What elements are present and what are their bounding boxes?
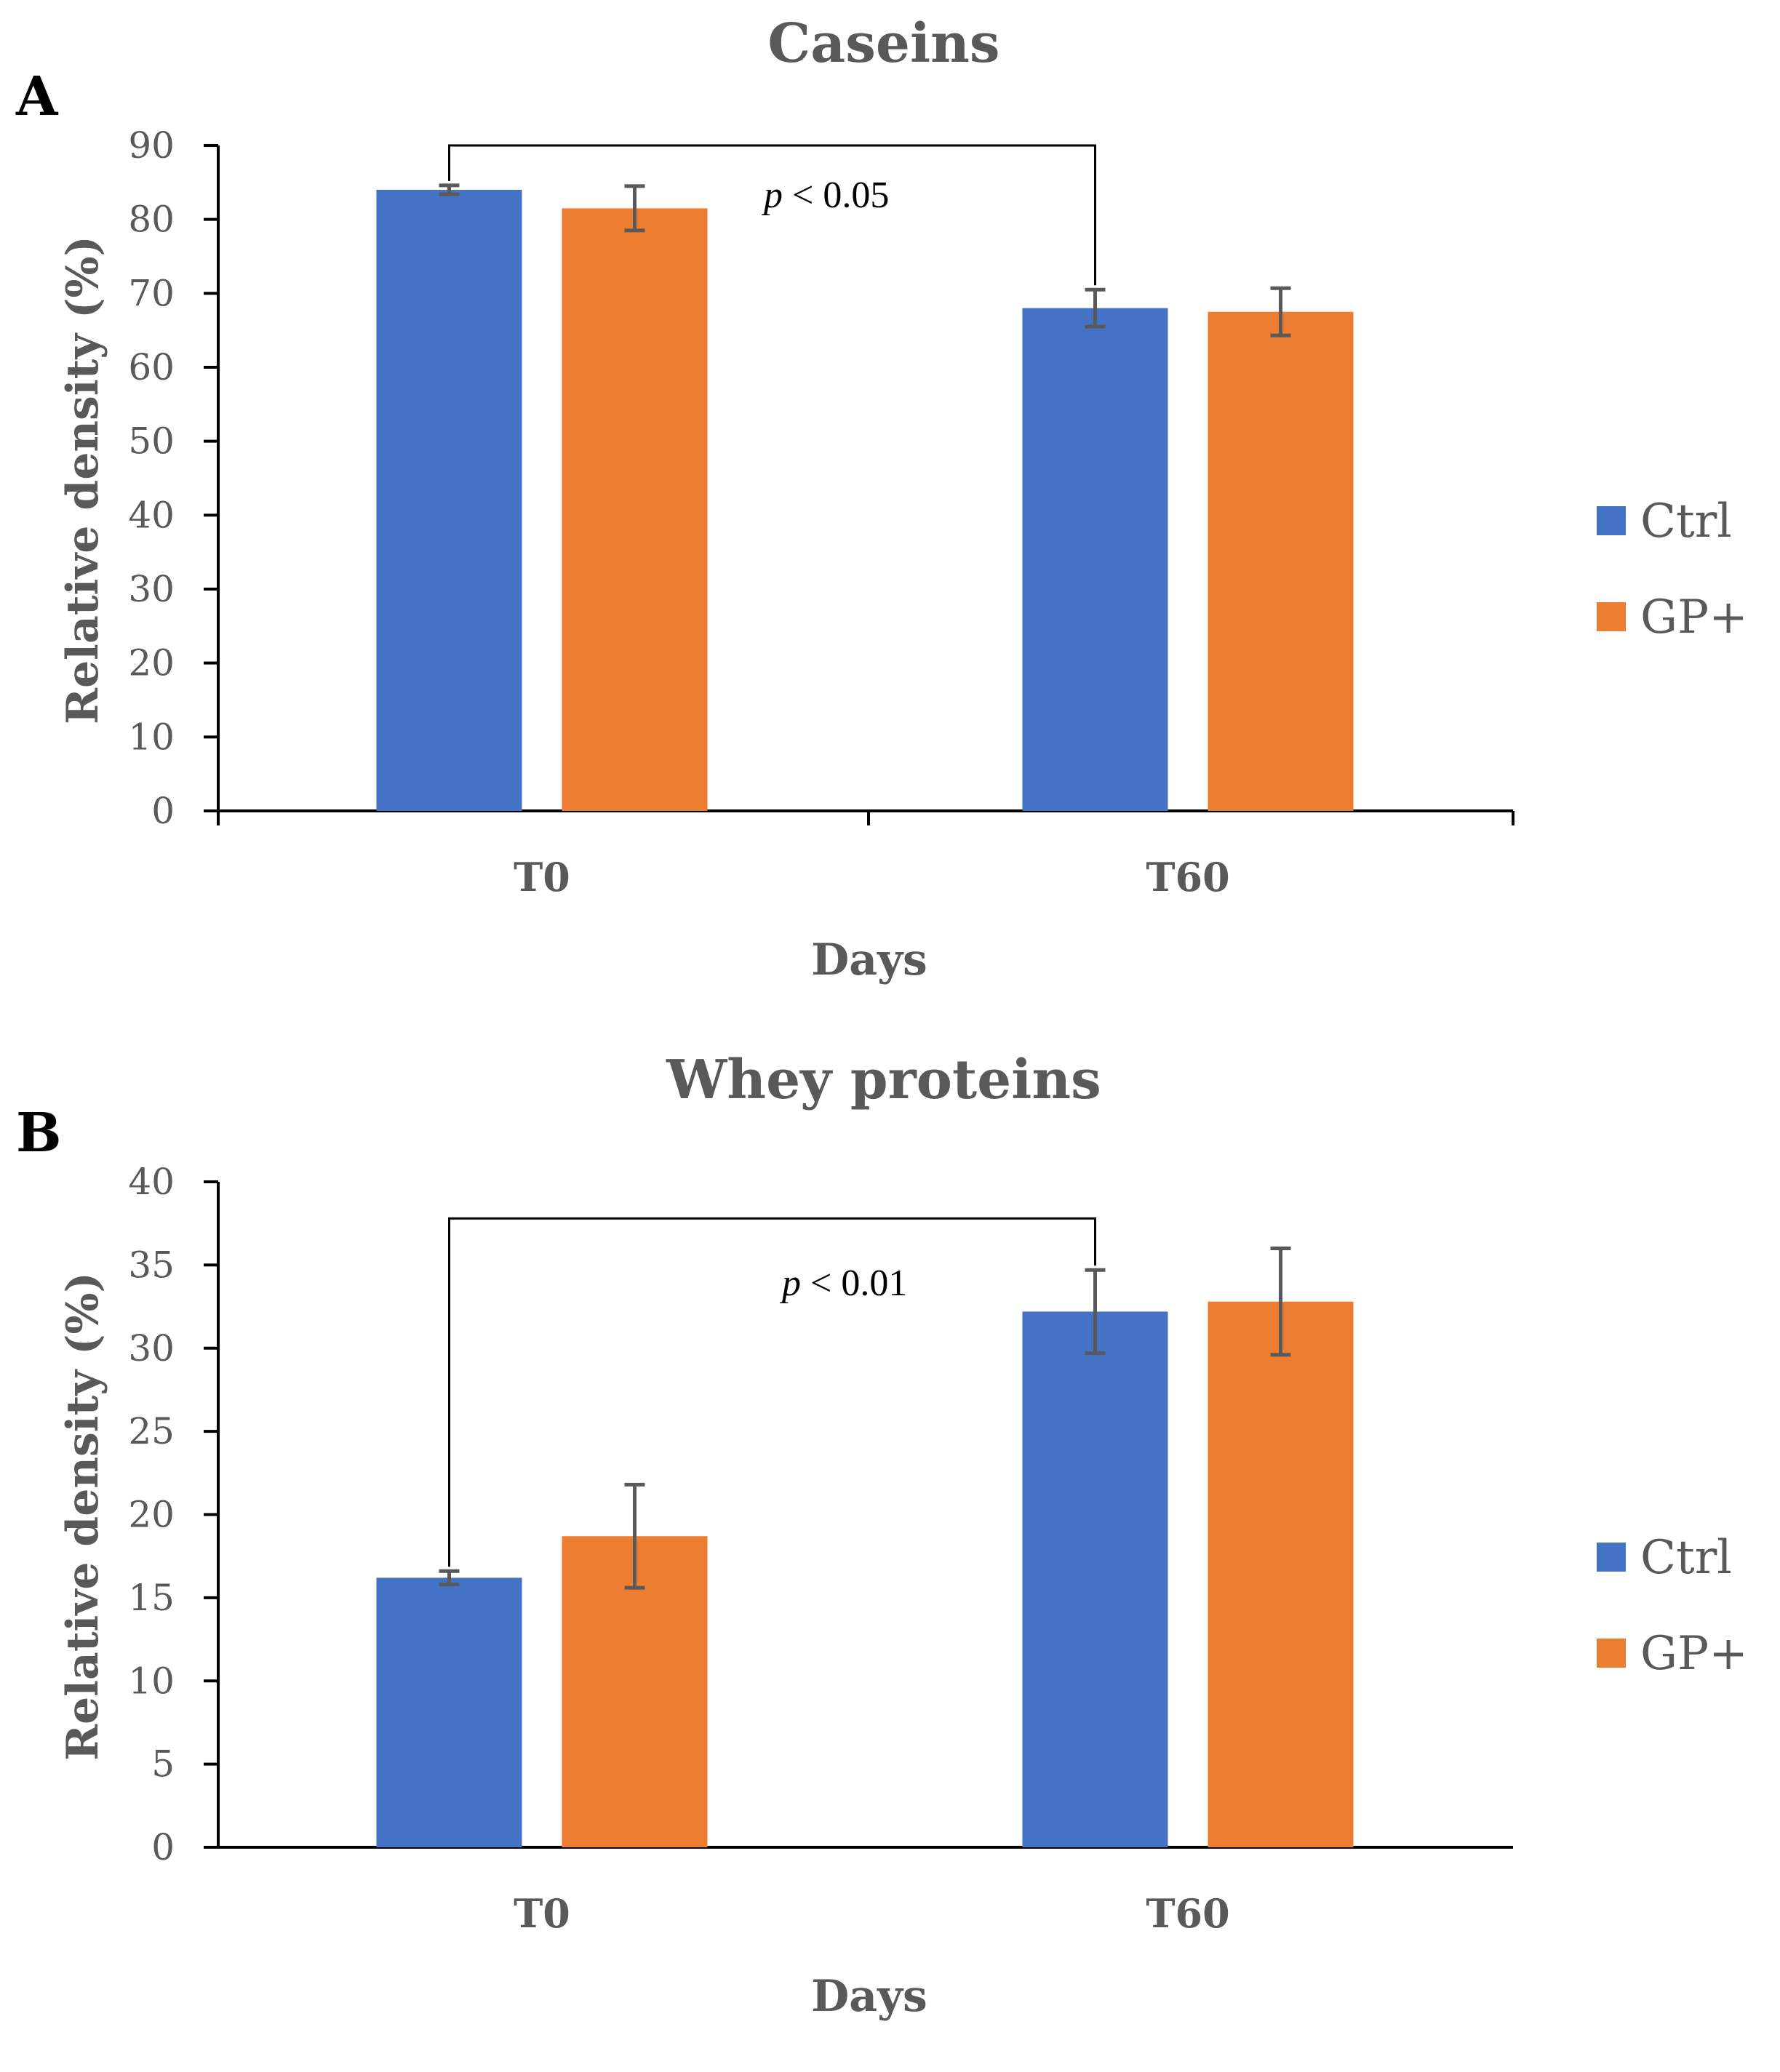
legend-swatch — [1597, 506, 1626, 535]
legend-label: GP+ — [1640, 591, 1748, 644]
p-symbol: p — [779, 1263, 801, 1304]
significance-label: p < 0.01 — [779, 1263, 907, 1304]
y-tick-label: 10 — [128, 1660, 175, 1702]
legend-swatch — [1597, 602, 1626, 631]
x-category-label: T60 — [1146, 1890, 1229, 1937]
chart-whey-proteins: B Whey proteins 0 5 10 15 20 25 30 35 40 Relative d… — [16, 1049, 1748, 2022]
y-tick-label: 80 — [128, 199, 175, 241]
y-tick-label: 20 — [128, 642, 175, 684]
y-tick-label: 90 — [128, 124, 175, 167]
bar — [1208, 311, 1354, 811]
y-tick-label: 70 — [128, 272, 175, 314]
y-axis-title: Relative density (%) — [57, 236, 108, 724]
p-value-text: < 0.05 — [783, 175, 889, 216]
bar — [376, 190, 522, 811]
y-tick-label: 5 — [151, 1743, 175, 1785]
bar — [376, 1577, 522, 1847]
y-tick-label: 30 — [128, 1327, 175, 1369]
bar — [1208, 1301, 1354, 1847]
panel-letter: A — [15, 65, 59, 128]
y-tick-label: 50 — [128, 420, 175, 463]
legend-swatch — [1597, 1639, 1626, 1668]
bar — [1022, 1311, 1168, 1847]
legend-label: GP+ — [1640, 1627, 1748, 1681]
chart-title: Whey proteins — [666, 1049, 1101, 1111]
significance-label: p < 0.05 — [761, 175, 889, 216]
y-tick-label: 25 — [128, 1410, 175, 1452]
y-tick-label: 0 — [151, 1826, 175, 1868]
x-category-label: T60 — [1146, 854, 1229, 900]
y-tick-label: 40 — [128, 1161, 175, 1203]
x-category-label: T0 — [514, 1890, 570, 1937]
y-tick-label: 15 — [128, 1577, 175, 1619]
y-tick-label: 30 — [128, 568, 175, 610]
y-tick-label: 35 — [128, 1244, 175, 1286]
significance-bracket — [448, 144, 1096, 286]
bar — [1022, 308, 1168, 812]
legend-label: Ctrl — [1640, 1531, 1732, 1585]
y-tick-label: 20 — [128, 1494, 175, 1536]
y-tick-label: 0 — [151, 790, 175, 832]
x-axis-title: Days — [811, 935, 927, 985]
chart-title: Caseins — [767, 12, 999, 75]
chart-caseins: A Caseins 0 10 20 30 40 50 60 70 80 90 Relative dens… — [15, 12, 1748, 985]
x-category-label: T0 — [514, 854, 570, 900]
y-axis-title: Relative density (%) — [57, 1272, 108, 1761]
significance-bracket — [448, 1217, 1096, 1567]
y-tick-label: 40 — [128, 494, 175, 536]
y-tick-label: 60 — [128, 346, 175, 388]
panel-letter: B — [16, 1102, 62, 1164]
x-axis-title: Days — [811, 1971, 927, 2022]
p-value-text: < 0.01 — [801, 1263, 907, 1304]
bar — [562, 208, 708, 812]
y-tick-label: 10 — [128, 716, 175, 758]
legend-swatch — [1597, 1543, 1626, 1572]
legend-label: Ctrl — [1640, 495, 1732, 548]
p-symbol: p — [761, 175, 783, 216]
